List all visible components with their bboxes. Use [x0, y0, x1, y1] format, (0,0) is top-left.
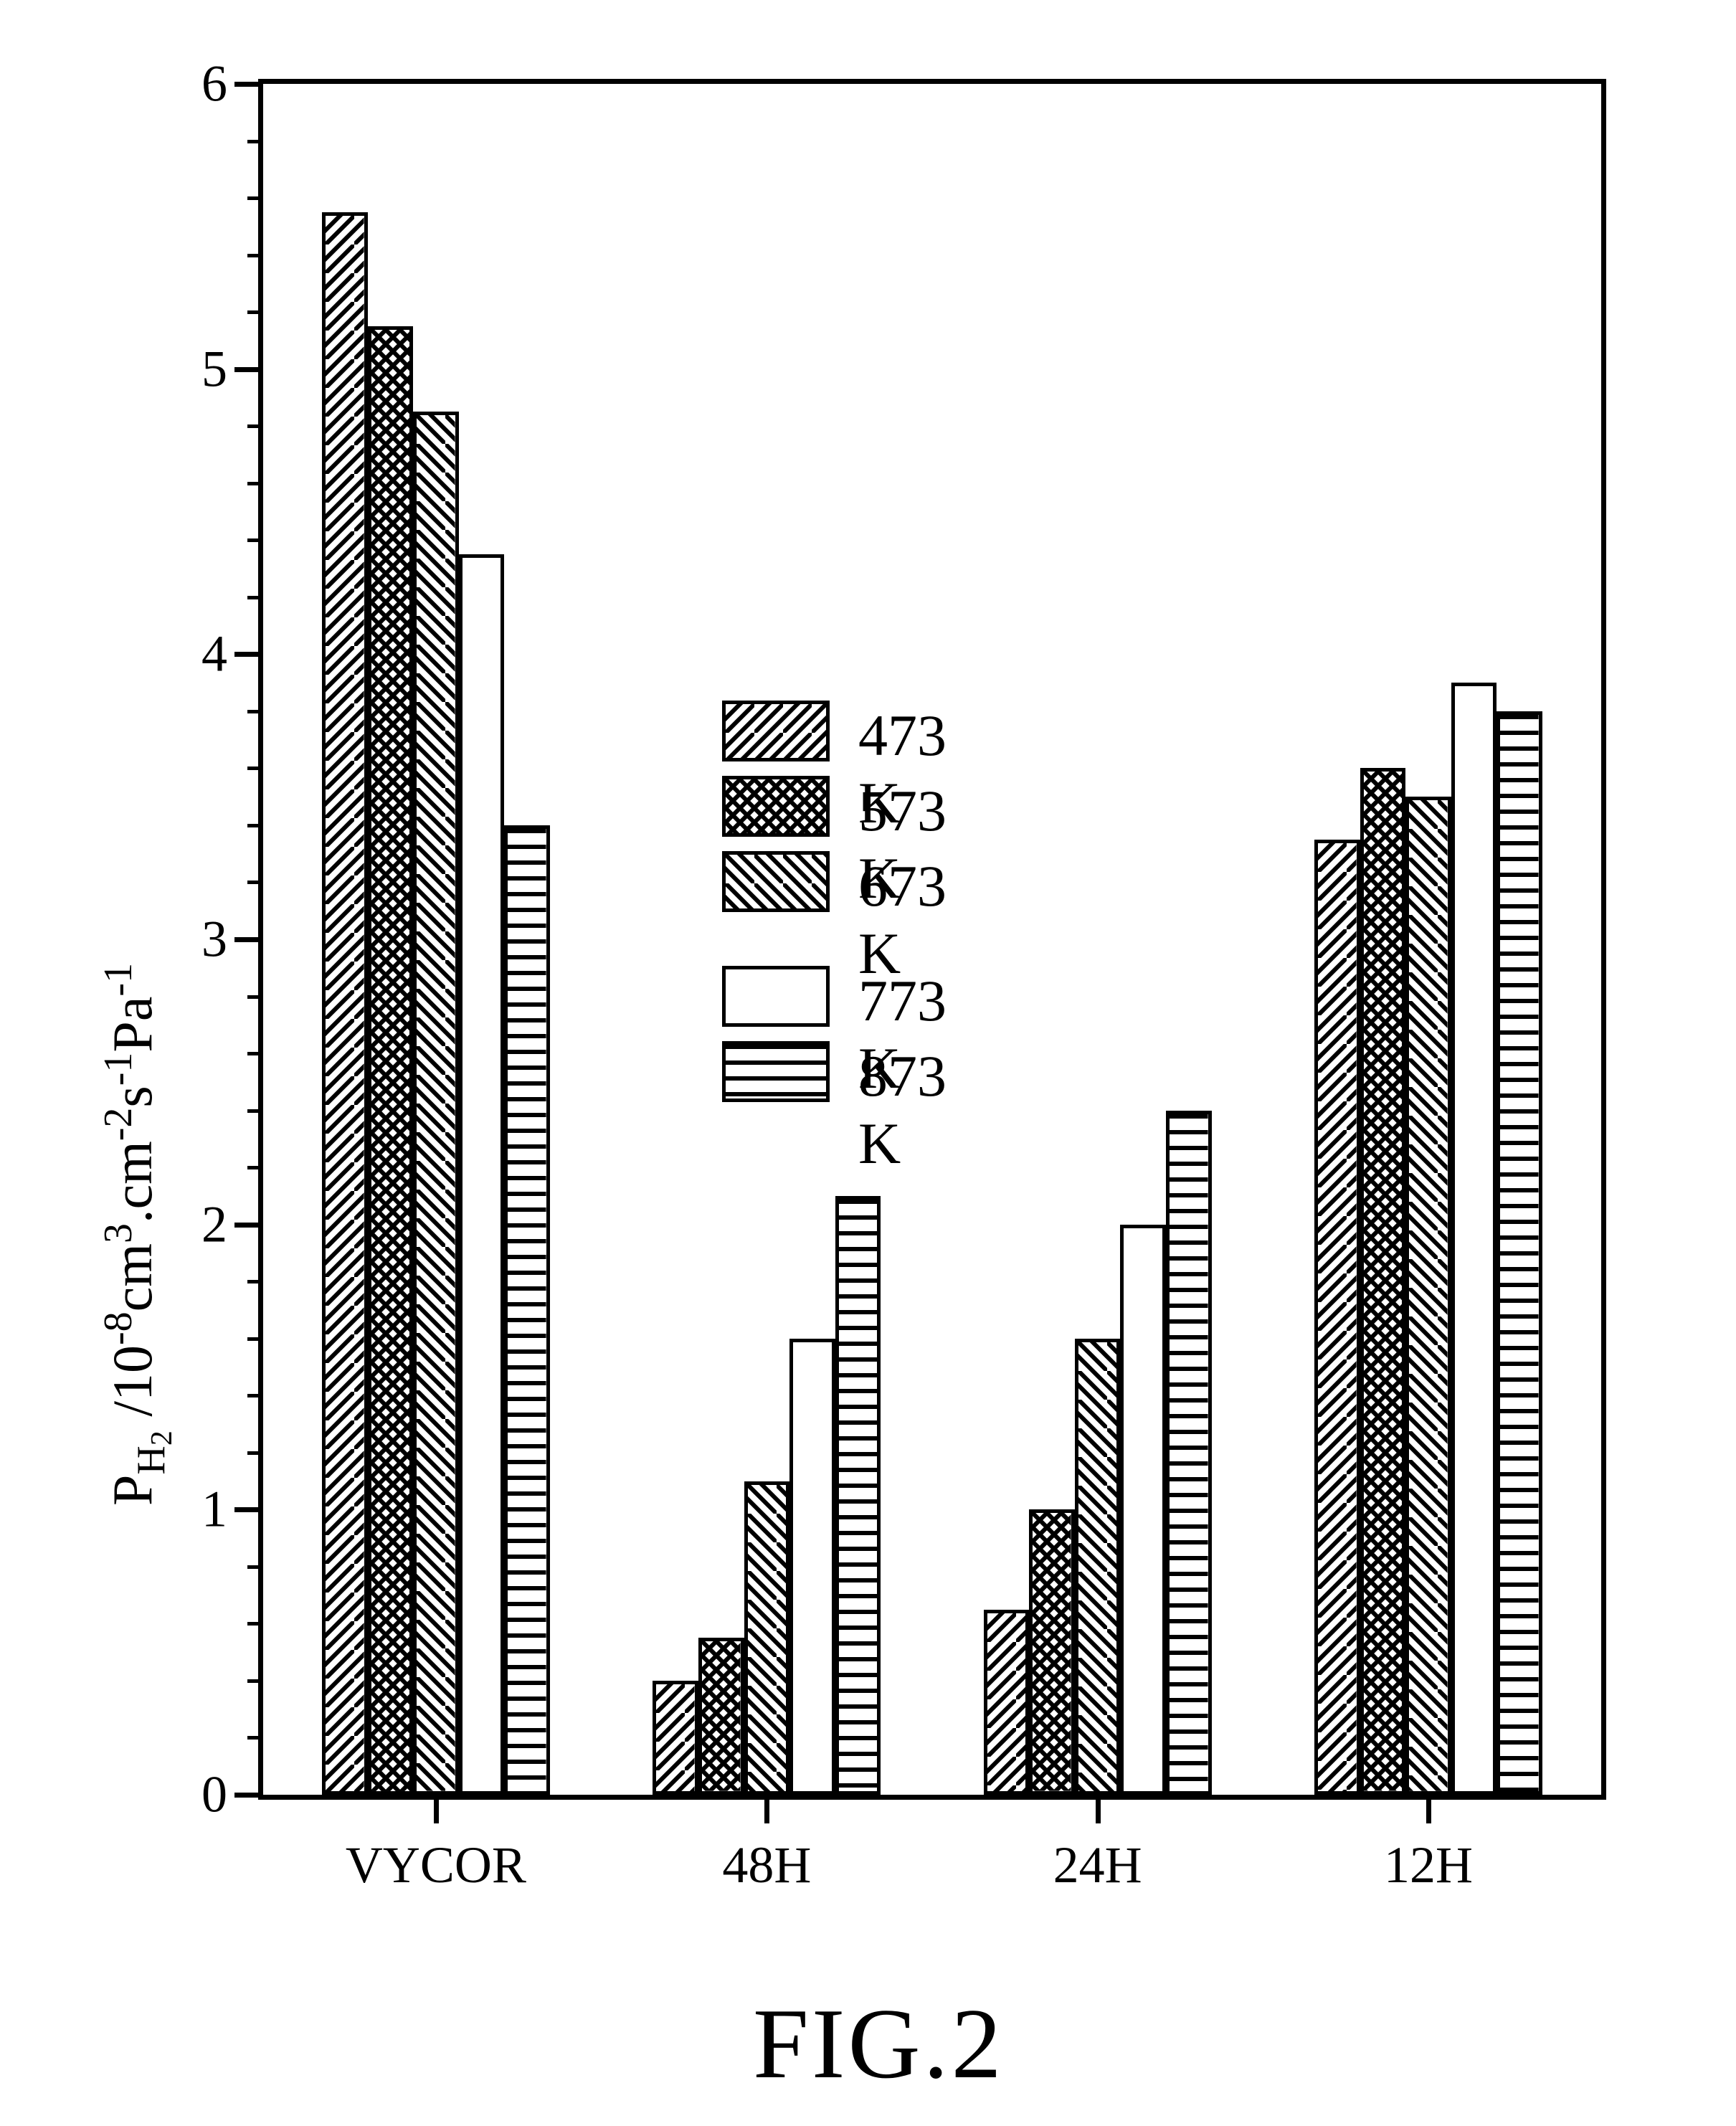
y-minor-tick [247, 1622, 263, 1626]
y-tick-label: 4 [177, 625, 227, 684]
bar [1405, 797, 1451, 1795]
y-minor-tick [247, 1565, 263, 1569]
x-tick [434, 1795, 439, 1823]
legend-swatch [722, 776, 830, 837]
bar [1497, 711, 1542, 1795]
legend-swatch [722, 966, 830, 1027]
y-minor-tick [247, 710, 263, 713]
y-minor-tick [247, 1394, 263, 1397]
y-tick-label: 3 [177, 910, 227, 969]
y-minor-tick [247, 824, 263, 827]
bar [698, 1638, 744, 1795]
bar [1451, 683, 1497, 1795]
y-minor-tick [247, 140, 263, 143]
y-minor-tick [247, 538, 263, 542]
bar [368, 326, 414, 1795]
y-minor-tick [247, 1052, 263, 1055]
bar [1029, 1509, 1075, 1795]
x-tick [764, 1795, 769, 1823]
y-minor-tick [247, 1109, 263, 1113]
y-minor-tick [247, 424, 263, 428]
y-tick [234, 367, 263, 372]
y-minor-tick [247, 1280, 263, 1283]
page: PH2 /10-8cm3.cm-2s-1Pa-1 [0, 0, 1736, 2126]
legend-label: 873 K [858, 1043, 947, 1177]
y-minor-tick [247, 1166, 263, 1169]
bar [322, 212, 368, 1795]
bar [789, 1339, 835, 1795]
y-tick [234, 1223, 263, 1228]
y-tick [234, 1793, 263, 1798]
bar [504, 825, 550, 1795]
y-tick-label: 5 [177, 339, 227, 399]
bar [413, 412, 459, 1795]
y-minor-tick [247, 1337, 263, 1341]
x-tick [1096, 1795, 1101, 1823]
y-minor-tick [247, 1451, 263, 1455]
y-tick-label: 6 [177, 54, 227, 114]
bar [835, 1196, 881, 1795]
y-tick [234, 652, 263, 657]
x-tick-label: 12H [1384, 1836, 1473, 1895]
y-tick-label: 0 [177, 1765, 227, 1825]
bar [744, 1481, 790, 1795]
y-minor-tick [247, 995, 263, 999]
chart-plot-area: 0123456VYCOR48H24H12H473 K573 K673 K773 … [258, 79, 1606, 1800]
bar [1075, 1339, 1121, 1795]
x-tick-label: VYCOR [346, 1836, 526, 1895]
y-tick [234, 1507, 263, 1512]
y-minor-tick [247, 1736, 263, 1740]
y-minor-tick [247, 1679, 263, 1683]
y-minor-tick [247, 310, 263, 314]
y-minor-tick [247, 596, 263, 599]
legend-swatch [722, 851, 830, 912]
y-tick [234, 82, 263, 87]
bar [1360, 768, 1406, 1795]
legend-swatch [722, 1041, 830, 1102]
bar [459, 554, 505, 1795]
y-tick [234, 937, 263, 942]
x-tick-label: 24H [1053, 1836, 1142, 1895]
x-tick-label: 48H [722, 1836, 811, 1895]
bar [653, 1681, 698, 1795]
bar [984, 1610, 1030, 1795]
x-tick [1426, 1795, 1431, 1823]
y-minor-tick [247, 254, 263, 257]
y-minor-tick [247, 482, 263, 485]
y-axis-title: PH2 /10-8cm3.cm-2s-1Pa-1 [100, 963, 165, 1506]
bar [1120, 1225, 1166, 1795]
y-tick-label: 1 [177, 1480, 227, 1539]
bar [1314, 840, 1360, 1795]
y-minor-tick [247, 767, 263, 770]
bar [1166, 1111, 1212, 1795]
y-minor-tick [247, 881, 263, 884]
figure-caption: FIG.2 [753, 1986, 1005, 2102]
y-tick-label: 2 [177, 1195, 227, 1254]
y-minor-tick [247, 196, 263, 200]
legend-swatch [722, 701, 830, 761]
